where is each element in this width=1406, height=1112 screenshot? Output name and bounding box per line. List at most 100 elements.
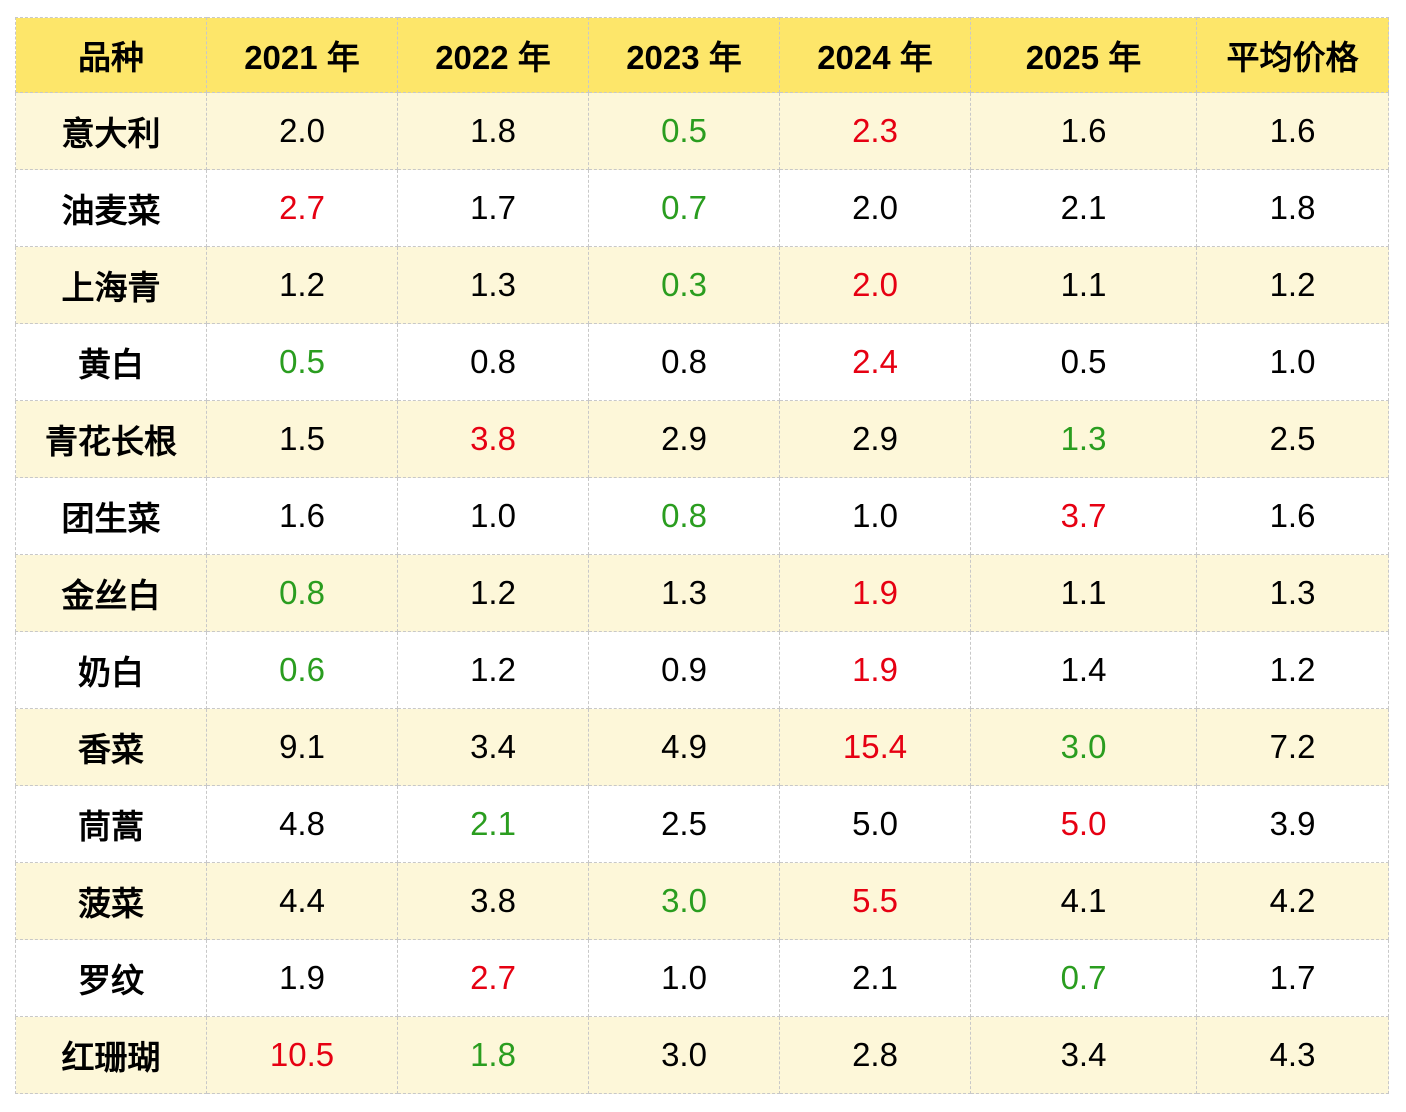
price-cell: 10.5: [206, 1016, 398, 1094]
price-cell: 3.0: [970, 708, 1197, 786]
price-cell: 0.5: [206, 323, 398, 401]
price-cell: 1.3: [588, 554, 780, 632]
variety-name: 红珊瑚: [15, 1016, 207, 1094]
price-cell: 1.1: [970, 246, 1197, 324]
price-cell: 1.0: [779, 477, 971, 555]
header-cell: 2022 年: [397, 17, 589, 93]
variety-name: 罗纹: [15, 939, 207, 1017]
price-cell: 2.7: [397, 939, 589, 1017]
price-cell: 0.7: [588, 169, 780, 247]
price-cell: 0.6: [206, 631, 398, 709]
price-cell: 2.7: [206, 169, 398, 247]
variety-name: 黄白: [15, 323, 207, 401]
header-row: 品种 2021 年 2022 年 2023 年 2024 年 2025 年平均价格: [15, 17, 1389, 93]
variety-name: 意大利: [15, 92, 207, 170]
table-row: 红珊瑚 10.5 1.8 3.0 2.8 3.4 4.3: [15, 1016, 1389, 1094]
price-cell: 2.1: [970, 169, 1197, 247]
price-cell: 0.7: [970, 939, 1197, 1017]
price-cell: 3.8: [397, 400, 589, 478]
variety-name: 团生菜: [15, 477, 207, 555]
price-cell: 2.8: [779, 1016, 971, 1094]
price-cell: 1.9: [206, 939, 398, 1017]
price-cell: 1.7: [397, 169, 589, 247]
price-cell: 1.3: [1196, 554, 1389, 632]
price-cell: 1.9: [779, 631, 971, 709]
variety-name: 青花长根: [15, 400, 207, 478]
header-cell: 品种: [15, 17, 207, 93]
table-row: 茼蒿 4.8 2.1 2.5 5.0 5.0 3.9: [15, 785, 1389, 863]
price-cell: 7.2: [1196, 708, 1389, 786]
header-cell: 2023 年: [588, 17, 780, 93]
price-cell: 1.2: [206, 246, 398, 324]
price-cell: 1.3: [397, 246, 589, 324]
price-cell: 1.0: [588, 939, 780, 1017]
price-cell: 3.4: [397, 708, 589, 786]
table-row: 金丝白 0.8 1.2 1.3 1.9 1.1 1.3: [15, 554, 1389, 632]
price-table: 品种 2021 年 2022 年 2023 年 2024 年 2025 年平均价格 意大利…: [15, 17, 1389, 1094]
price-cell: 5.5: [779, 862, 971, 940]
price-cell: 2.0: [779, 169, 971, 247]
price-cell: 1.6: [1196, 92, 1389, 170]
price-cell: 3.7: [970, 477, 1197, 555]
table-row: 青花长根 1.5 3.8 2.9 2.9 1.3 2.5: [15, 400, 1389, 478]
price-cell: 2.9: [779, 400, 971, 478]
price-cell: 2.0: [206, 92, 398, 170]
price-cell: 1.1: [970, 554, 1197, 632]
variety-name: 茼蒿: [15, 785, 207, 863]
table-row: 奶白 0.6 1.2 0.9 1.9 1.4 1.2: [15, 631, 1389, 709]
price-cell: 1.0: [397, 477, 589, 555]
variety-name: 油麦菜: [15, 169, 207, 247]
table-row: 意大利 2.0 1.8 0.5 2.3 1.6 1.6: [15, 92, 1389, 170]
price-cell: 0.3: [588, 246, 780, 324]
variety-name: 金丝白: [15, 554, 207, 632]
header-cell: 平均价格: [1196, 17, 1389, 93]
price-cell: 3.0: [588, 862, 780, 940]
table-row: 团生菜 1.6 1.0 0.8 1.0 3.7 1.6: [15, 477, 1389, 555]
price-cell: 0.9: [588, 631, 780, 709]
table-row: 罗纹 1.9 2.7 1.0 2.1 0.7 1.7: [15, 939, 1389, 1017]
variety-name: 上海青: [15, 246, 207, 324]
price-cell: 3.4: [970, 1016, 1197, 1094]
variety-name: 菠菜: [15, 862, 207, 940]
price-cell: 1.3: [970, 400, 1197, 478]
price-cell: 2.1: [397, 785, 589, 863]
variety-name: 香菜: [15, 708, 207, 786]
price-cell: 0.8: [588, 323, 780, 401]
price-cell: 5.0: [970, 785, 1197, 863]
price-cell: 0.8: [588, 477, 780, 555]
table-row: 黄白 0.5 0.8 0.8 2.4 0.5 1.0: [15, 323, 1389, 401]
price-cell: 2.5: [1196, 400, 1389, 478]
price-cell: 3.9: [1196, 785, 1389, 863]
price-cell: 2.9: [588, 400, 780, 478]
price-cell: 4.3: [1196, 1016, 1389, 1094]
price-cell: 1.8: [397, 92, 589, 170]
price-cell: 0.8: [397, 323, 589, 401]
price-cell: 1.9: [779, 554, 971, 632]
price-cell: 5.0: [779, 785, 971, 863]
price-cell: 1.5: [206, 400, 398, 478]
price-cell: 1.2: [397, 631, 589, 709]
price-cell: 2.4: [779, 323, 971, 401]
price-cell: 9.1: [206, 708, 398, 786]
price-cell: 3.0: [588, 1016, 780, 1094]
price-cell: 0.5: [970, 323, 1197, 401]
price-cell: 1.2: [397, 554, 589, 632]
price-cell: 1.0: [1196, 323, 1389, 401]
price-cell: 4.2: [1196, 862, 1389, 940]
price-cell: 1.8: [397, 1016, 589, 1094]
price-cell: 4.4: [206, 862, 398, 940]
price-cell: 0.8: [206, 554, 398, 632]
table-row: 油麦菜 2.7 1.7 0.7 2.0 2.1 1.8: [15, 169, 1389, 247]
header-cell: 2025 年: [970, 17, 1197, 93]
table-row: 上海青 1.2 1.3 0.3 2.0 1.1 1.2: [15, 246, 1389, 324]
header-cell: 2021 年: [206, 17, 398, 93]
price-cell: 1.4: [970, 631, 1197, 709]
page: 品种 2021 年 2022 年 2023 年 2024 年 2025 年平均价格 意大利…: [15, 17, 1389, 1094]
price-cell: 4.1: [970, 862, 1197, 940]
table-row: 香菜 9.1 3.4 4.9 15.4 3.0 7.2: [15, 708, 1389, 786]
price-cell: 2.0: [779, 246, 971, 324]
price-cell: 2.3: [779, 92, 971, 170]
price-cell: 1.7: [1196, 939, 1389, 1017]
price-cell: 1.6: [1196, 477, 1389, 555]
price-cell: 4.9: [588, 708, 780, 786]
